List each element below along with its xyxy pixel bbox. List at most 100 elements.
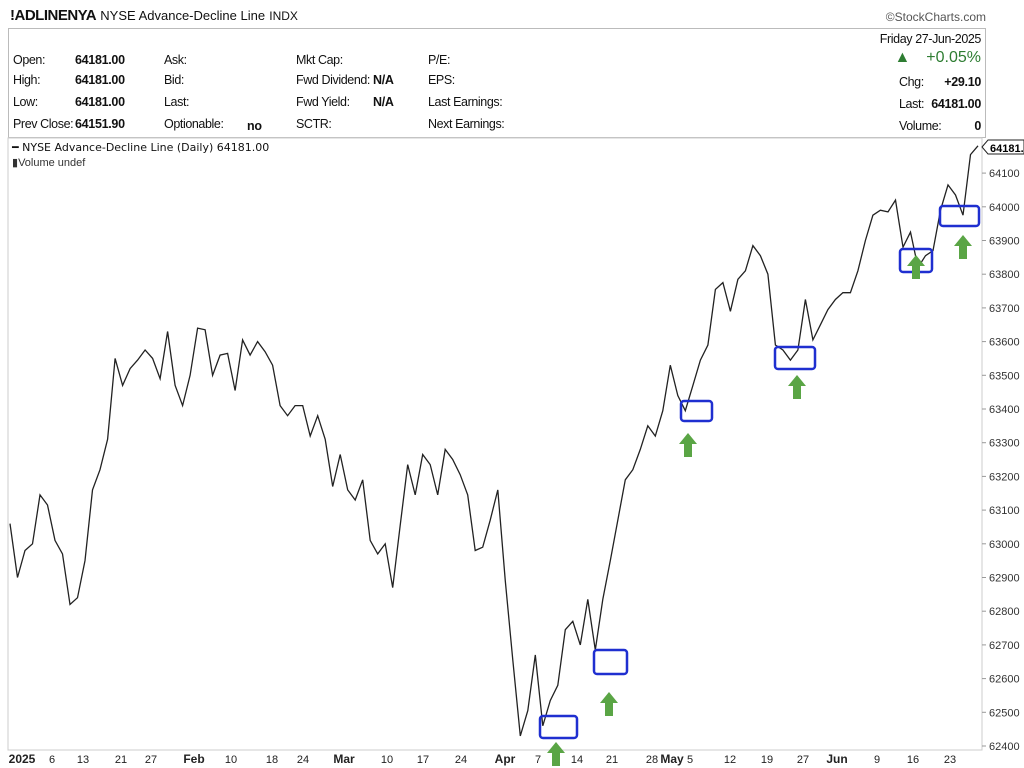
x-tick-label: 23 <box>944 754 956 766</box>
x-tick-label: 24 <box>455 754 467 766</box>
x-tick-label: May <box>660 752 684 766</box>
x-tick-label: Jun <box>826 752 847 766</box>
x-tick-label: 9 <box>874 754 880 766</box>
highlight-box <box>679 399 714 423</box>
up-arrow-icon <box>679 433 697 457</box>
up-arrow-icon <box>907 255 925 279</box>
pct-change-value: +0.05% <box>926 49 981 66</box>
y-tick-label: 63600 <box>989 337 1020 349</box>
volume-value: 0 <box>974 119 981 133</box>
x-tick-label: Apr <box>495 752 516 766</box>
quote-date: Friday 27-Jun-2025 <box>879 32 982 46</box>
sctr-label: SCTR: <box>296 117 332 131</box>
y-tick-label: 63400 <box>989 404 1020 416</box>
brand-logo[interactable]: ©StockCharts.com <box>885 10 986 24</box>
last-value-tag: 64181. <box>981 139 1024 155</box>
fwd-yield-label: Fwd Yield: <box>296 95 350 109</box>
volume-legend-label: Volume undef <box>18 157 86 169</box>
up-arrow-icon <box>600 692 618 716</box>
chg-label: Chg: <box>899 75 924 89</box>
highlight-box <box>592 648 629 676</box>
fwd-yield-value: N/A <box>373 95 394 109</box>
high-value: 64181.00 <box>75 73 125 87</box>
plot-area <box>7 137 983 751</box>
x-tick-label: 21 <box>606 754 618 766</box>
last-value-right: 64181.00 <box>931 97 981 111</box>
high-label: High: <box>13 73 41 87</box>
x-tick-label: 10 <box>381 754 393 766</box>
y-tick-label: 62800 <box>989 606 1020 618</box>
symbol: !ADLINENYA <box>10 7 97 24</box>
up-arrow-icon <box>547 742 565 766</box>
y-tick-label: 63100 <box>989 505 1020 517</box>
x-tick-label: 27 <box>797 754 809 766</box>
fwd-dividend-label: Fwd Dividend: <box>296 73 370 87</box>
exchange: INDX <box>269 9 298 23</box>
x-tick-label: 14 <box>571 754 583 766</box>
pe-label: P/E: <box>428 53 451 67</box>
series-legend: ━ NYSE Advance-Decline Line (Daily) 6418… <box>12 141 269 154</box>
y-tick-label: 63700 <box>989 303 1020 315</box>
open-value: 64181.00 <box>75 53 125 67</box>
x-tick-label: 16 <box>907 754 919 766</box>
y-tick-label: 62400 <box>989 741 1020 753</box>
volume-bars-icon: ▮ <box>12 157 19 169</box>
y-tick-label: 63200 <box>989 471 1020 483</box>
last-earnings-label: Last Earnings: <box>428 95 503 109</box>
y-tick-label: 64100 <box>989 168 1020 180</box>
highlight-box <box>938 204 981 228</box>
up-triangle-icon: ▲ <box>894 49 911 66</box>
y-tick-label: 63500 <box>989 370 1020 382</box>
prev-close-value: 64151.90 <box>75 117 125 131</box>
y-tick-label: 63300 <box>989 438 1020 450</box>
up-arrow-icon <box>788 375 806 399</box>
mkt-cap-label: Mkt Cap: <box>296 53 343 67</box>
quote-panel: Open: 64181.00 High: 64181.00 Low: 64181… <box>8 28 986 138</box>
y-tick-label: 62900 <box>989 573 1020 585</box>
y-tick-label: 62600 <box>989 674 1020 686</box>
low-label: Low: <box>13 95 38 109</box>
x-tick-label: 12 <box>724 754 736 766</box>
y-tick-label: 63800 <box>989 269 1020 281</box>
x-tick-label: 5 <box>687 754 693 766</box>
x-tick-label: 2025 <box>9 752 36 766</box>
y-tick-label: 62700 <box>989 640 1020 652</box>
y-tick-label: 63900 <box>989 236 1020 248</box>
y-tick-label: 62500 <box>989 707 1020 719</box>
x-tick-label: 13 <box>77 754 89 766</box>
legend-line-label: NYSE Advance-Decline Line (Daily) 64181.… <box>22 141 270 154</box>
ask-label: Ask: <box>164 53 187 67</box>
line-swatch-icon: ━ <box>12 141 23 154</box>
x-tick-label: 6 <box>49 754 55 766</box>
prev-close-label: Prev Close: <box>13 117 74 131</box>
symbol-name: NYSE Advance-Decline Line <box>100 8 266 23</box>
highlight-box <box>773 345 817 371</box>
x-tick-label: 24 <box>297 754 309 766</box>
eps-label: EPS: <box>428 73 455 87</box>
y-tick-label: 63000 <box>989 539 1020 551</box>
x-tick-label: 17 <box>417 754 429 766</box>
bid-label: Bid: <box>164 73 184 87</box>
x-tick-label: Feb <box>183 752 204 766</box>
volume-legend: ▮Volume undef <box>12 156 85 169</box>
fwd-dividend-value: N/A <box>373 73 394 87</box>
x-tick-label: 18 <box>266 754 278 766</box>
ad-line-series <box>9 145 979 737</box>
last-label: Last: <box>164 95 190 109</box>
open-label: Open: <box>13 53 46 67</box>
y-tick-label: 64000 <box>989 202 1020 214</box>
volume-label: Volume: <box>899 119 942 133</box>
optionable-value: no <box>247 119 262 133</box>
x-tick-label: 21 <box>115 754 127 766</box>
x-tick-label: 10 <box>225 754 237 766</box>
x-tick-label: 19 <box>761 754 773 766</box>
up-arrow-icon <box>954 235 972 259</box>
chart-title: !ADLINENYA NYSE Advance-Decline Line IND… <box>10 7 298 24</box>
optionable-label: Optionable: <box>164 117 224 131</box>
svg-text:64181.: 64181. <box>990 143 1024 155</box>
next-earnings-label: Next Earnings: <box>428 117 505 131</box>
pct-change: ▲ +0.05% <box>894 49 981 67</box>
highlight-box <box>538 714 579 740</box>
x-tick-label: 27 <box>145 754 157 766</box>
